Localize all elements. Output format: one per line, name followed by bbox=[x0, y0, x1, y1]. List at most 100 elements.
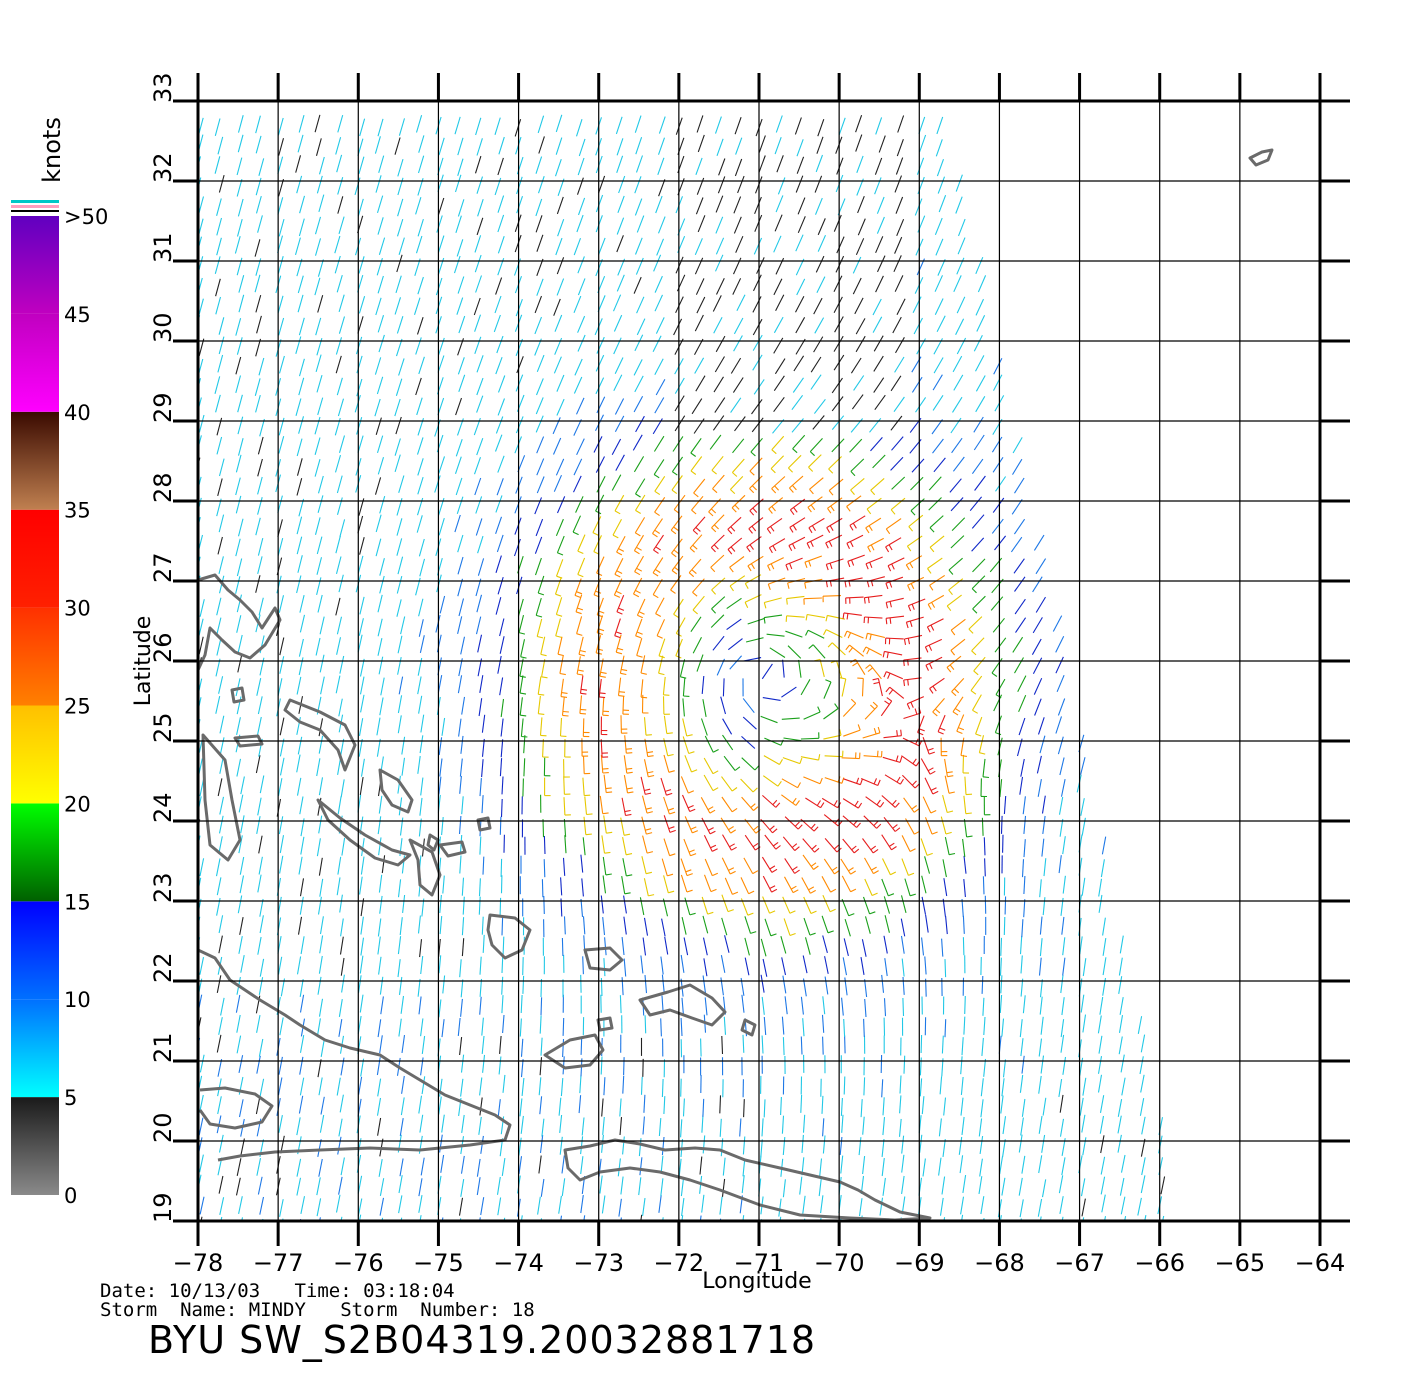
wind-barb bbox=[602, 856, 607, 875]
wind-barb bbox=[739, 1118, 742, 1137]
wind-barb bbox=[495, 516, 503, 534]
wind-barb bbox=[621, 937, 625, 956]
wind-barb bbox=[717, 176, 726, 194]
wind-barb bbox=[497, 576, 504, 595]
wind-barb bbox=[903, 677, 922, 681]
wind-barb bbox=[634, 555, 644, 572]
wind-barb bbox=[640, 1214, 643, 1221]
wind-barb bbox=[919, 134, 927, 153]
wind-barb bbox=[296, 438, 303, 457]
wind-barb bbox=[969, 496, 983, 512]
wind-barb-flag bbox=[690, 853, 697, 857]
wind-barb bbox=[681, 916, 687, 935]
wind-barb bbox=[821, 876, 832, 893]
wind-barb-flag bbox=[825, 542, 829, 549]
wind-barb bbox=[457, 675, 463, 694]
wind-barb bbox=[455, 215, 462, 233]
wind-barb bbox=[1001, 1177, 1006, 1196]
wind-barb bbox=[298, 638, 304, 657]
wind-barb bbox=[797, 197, 806, 215]
wind-barb bbox=[679, 659, 686, 677]
wind-barb bbox=[502, 936, 505, 955]
wind-barb bbox=[731, 458, 745, 473]
acklins-island bbox=[486, 913, 532, 960]
wind-barb bbox=[855, 134, 863, 152]
wind-barb bbox=[300, 936, 305, 955]
wind-barb bbox=[501, 1158, 506, 1176]
wind-barb bbox=[535, 378, 544, 396]
wind-barb bbox=[654, 294, 663, 312]
wind-barb bbox=[809, 438, 823, 452]
wind-barb-flag bbox=[871, 892, 878, 897]
wind-barb bbox=[660, 1155, 664, 1174]
wind-barb bbox=[360, 1058, 365, 1077]
wind-barb-flag bbox=[749, 470, 755, 476]
wind-barb bbox=[580, 854, 584, 873]
rum-cay bbox=[476, 816, 492, 832]
wind-barb bbox=[653, 254, 662, 272]
wind-barb-flag bbox=[791, 485, 797, 491]
wind-barb bbox=[482, 1054, 486, 1073]
wind-barb-flag bbox=[866, 648, 870, 655]
wind-barb bbox=[499, 677, 504, 696]
wind-barb bbox=[841, 1114, 844, 1133]
wind-barb bbox=[479, 836, 482, 855]
wind-barb-flag bbox=[731, 846, 737, 851]
wind-barb bbox=[199, 1054, 205, 1073]
wind-barb bbox=[1141, 1116, 1146, 1135]
wind-barb bbox=[716, 658, 726, 676]
wind-barb bbox=[255, 517, 261, 536]
wind-barb-flag bbox=[811, 525, 816, 531]
wind-barb bbox=[1058, 1079, 1063, 1097]
wind-barb bbox=[700, 1038, 702, 1057]
wind-barb bbox=[495, 416, 504, 434]
colorbar-tick-label: 0 bbox=[64, 1184, 77, 1208]
wind-barb bbox=[1098, 1035, 1103, 1054]
wind-barb-flag bbox=[687, 804, 694, 809]
wind-barb bbox=[881, 878, 889, 896]
wind-barb bbox=[971, 514, 985, 529]
wind-barb-flag bbox=[634, 550, 640, 555]
wind-barb-flag bbox=[786, 598, 788, 605]
wind-barb bbox=[314, 459, 321, 477]
wind-barb bbox=[642, 1116, 645, 1135]
wind-barb bbox=[475, 616, 482, 635]
wind-barb bbox=[944, 959, 947, 978]
wind-barb bbox=[534, 557, 542, 576]
wind-barb bbox=[613, 337, 622, 355]
wind-barb bbox=[255, 1096, 261, 1115]
wind-barb bbox=[398, 797, 403, 816]
wind-barb bbox=[543, 835, 546, 855]
wind-barb bbox=[619, 995, 622, 1014]
wind-barb-flag bbox=[686, 873, 693, 877]
wind-barb-flag bbox=[928, 751, 935, 755]
wind-barb bbox=[214, 256, 221, 274]
wind-barb bbox=[216, 436, 223, 455]
wind-barb bbox=[420, 1018, 424, 1037]
wind-barb-flag bbox=[652, 533, 658, 538]
wind-barb bbox=[459, 959, 462, 978]
wind-barb bbox=[361, 838, 365, 857]
wind-barb bbox=[1014, 576, 1026, 592]
wind-barb-flag bbox=[895, 755, 899, 762]
wind-barb-flag bbox=[605, 787, 612, 790]
wind-barb-flag bbox=[850, 471, 856, 477]
wind-barb bbox=[259, 1196, 265, 1215]
wind-barb bbox=[680, 776, 689, 794]
wind-barb bbox=[680, 1178, 685, 1197]
wind-barb bbox=[1039, 735, 1046, 754]
wind-barb-flag bbox=[748, 890, 755, 895]
wind-barb bbox=[858, 1137, 862, 1156]
wind-barb bbox=[279, 835, 285, 854]
wind-barb-flag bbox=[900, 729, 902, 736]
wind-barb bbox=[258, 1038, 264, 1057]
wind-barb bbox=[317, 495, 324, 513]
wind-barb bbox=[978, 1118, 983, 1137]
wind-barb bbox=[895, 157, 904, 175]
wind-barb-flag bbox=[658, 672, 665, 676]
wind-barb bbox=[691, 398, 703, 415]
wind-barb-flag bbox=[688, 849, 695, 853]
wind-barb bbox=[822, 935, 828, 954]
wind-barb bbox=[358, 618, 364, 636]
wind-barb bbox=[721, 776, 733, 792]
